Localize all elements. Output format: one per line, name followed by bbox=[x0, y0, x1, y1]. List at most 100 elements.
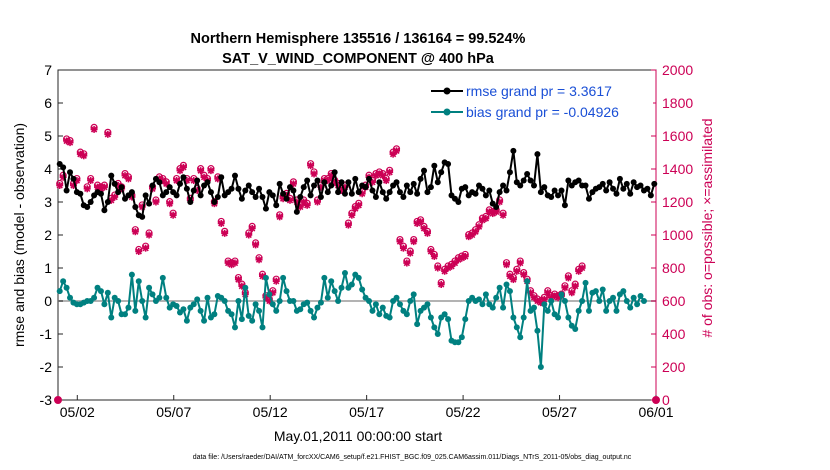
obs-assimilated-stroke bbox=[431, 253, 438, 260]
obs-assimilated-stroke bbox=[276, 213, 283, 221]
bias-point bbox=[637, 293, 644, 300]
rmse-point bbox=[84, 203, 91, 210]
bias-point bbox=[510, 314, 517, 321]
rmse-point bbox=[647, 192, 654, 199]
bias-point bbox=[410, 291, 417, 298]
x-tick-label: 05/17 bbox=[349, 404, 384, 420]
obs-assimilated-stroke bbox=[520, 271, 527, 278]
bias-point bbox=[610, 294, 617, 301]
bias-point bbox=[259, 324, 266, 331]
bias-point bbox=[482, 291, 489, 298]
rmse-point bbox=[104, 199, 111, 205]
obs-assimilated-point bbox=[344, 221, 352, 229]
obs-assimilated-stroke bbox=[300, 198, 307, 206]
obs-assimilated-point bbox=[255, 256, 263, 264]
y2-tick-label: 0 bbox=[662, 392, 670, 408]
rmse-point bbox=[190, 187, 197, 194]
obs-assimilated-point bbox=[351, 205, 359, 213]
obs-assimilated-stroke bbox=[544, 289, 551, 296]
rmse-point bbox=[637, 182, 644, 189]
bias-point bbox=[252, 301, 259, 308]
obs-assimilated-stroke bbox=[200, 174, 208, 181]
obs-assimilated-point bbox=[396, 238, 404, 246]
rmse-point bbox=[67, 169, 74, 176]
bias-point bbox=[496, 284, 503, 291]
bias-point bbox=[297, 306, 304, 313]
bias-point bbox=[235, 298, 242, 304]
y-tick-label: 3 bbox=[44, 194, 52, 210]
obs-assimilated-stroke bbox=[506, 273, 514, 280]
rmse-point bbox=[283, 195, 290, 202]
rmse-point bbox=[644, 185, 651, 192]
bias-point bbox=[245, 312, 252, 319]
bias-point bbox=[530, 304, 537, 311]
bias-point bbox=[524, 278, 531, 285]
obs-assimilated-stroke bbox=[132, 228, 139, 235]
rmse-point bbox=[197, 192, 204, 199]
y2-tick-label: 800 bbox=[662, 260, 686, 276]
rmse-point bbox=[60, 164, 67, 171]
x-axis: 05/02 05/07 05/12 05/17 05/22 05/27 06/01 bbox=[60, 395, 674, 420]
bias-point bbox=[500, 304, 507, 311]
bias-point bbox=[366, 298, 373, 304]
y-tick-label: 4 bbox=[44, 161, 52, 177]
bias-point bbox=[311, 314, 318, 321]
rmse-point bbox=[445, 161, 452, 168]
rmse-point bbox=[393, 179, 400, 186]
rmse-point bbox=[620, 185, 627, 192]
obs-assimilated-stroke bbox=[111, 193, 118, 201]
rmse-point bbox=[317, 194, 324, 201]
bias-point bbox=[101, 301, 108, 308]
bias-point bbox=[599, 286, 606, 293]
rmse-point bbox=[314, 177, 321, 184]
bias-point bbox=[56, 288, 63, 295]
bias-point bbox=[386, 314, 393, 321]
y2-tick-label: 600 bbox=[662, 293, 686, 309]
rmse-point bbox=[555, 192, 562, 199]
obs-assimilated-stroke bbox=[486, 208, 493, 216]
bias-point bbox=[60, 278, 67, 285]
bias-point bbox=[173, 302, 180, 309]
obs-assimilated-point bbox=[145, 231, 153, 239]
rmse-point bbox=[575, 177, 582, 184]
bias-point bbox=[97, 288, 104, 295]
legend-box bbox=[427, 80, 653, 124]
obs-assimilated-point bbox=[66, 139, 74, 147]
obs-assimilated-stroke bbox=[90, 126, 98, 133]
obs-assimilated-stroke bbox=[252, 241, 259, 249]
bias-point bbox=[163, 294, 170, 301]
obs-assimilated-point bbox=[434, 264, 442, 272]
obs-assimilated-point bbox=[56, 182, 64, 189]
obs-assimilated-stroke bbox=[482, 215, 490, 222]
rmse-point bbox=[348, 190, 355, 197]
bias-point bbox=[634, 301, 641, 308]
obs-assimilated-stroke bbox=[568, 289, 575, 296]
bias-point bbox=[256, 307, 263, 314]
obs-assimilated-stroke bbox=[104, 131, 111, 138]
rmse-point bbox=[510, 147, 517, 154]
bias-point bbox=[190, 301, 197, 308]
bias-point bbox=[575, 307, 582, 314]
bias-point bbox=[321, 274, 328, 281]
obs-assimilated-point bbox=[499, 211, 507, 219]
bias-point bbox=[544, 307, 551, 314]
obs-assimilated-stroke bbox=[249, 225, 256, 232]
rmse-point bbox=[534, 151, 541, 158]
rmse-point bbox=[341, 190, 348, 197]
rmse-point bbox=[455, 199, 462, 205]
y-tick-label: 7 bbox=[44, 62, 52, 78]
rmse-point bbox=[603, 187, 610, 194]
bias-point bbox=[548, 298, 555, 304]
rmse-point bbox=[541, 184, 548, 191]
obs-assimilated-point bbox=[197, 167, 205, 175]
rmse-point bbox=[218, 174, 225, 181]
rmse-point bbox=[352, 175, 359, 182]
bias-series bbox=[56, 269, 647, 370]
obs-assimilated-stroke bbox=[510, 276, 517, 283]
rmse-point bbox=[87, 199, 94, 205]
rmse-point bbox=[438, 169, 445, 176]
bias-point bbox=[640, 298, 647, 304]
rmse-point bbox=[472, 190, 479, 197]
rmse-point bbox=[214, 194, 221, 201]
obs-assimilated-point bbox=[578, 264, 586, 272]
